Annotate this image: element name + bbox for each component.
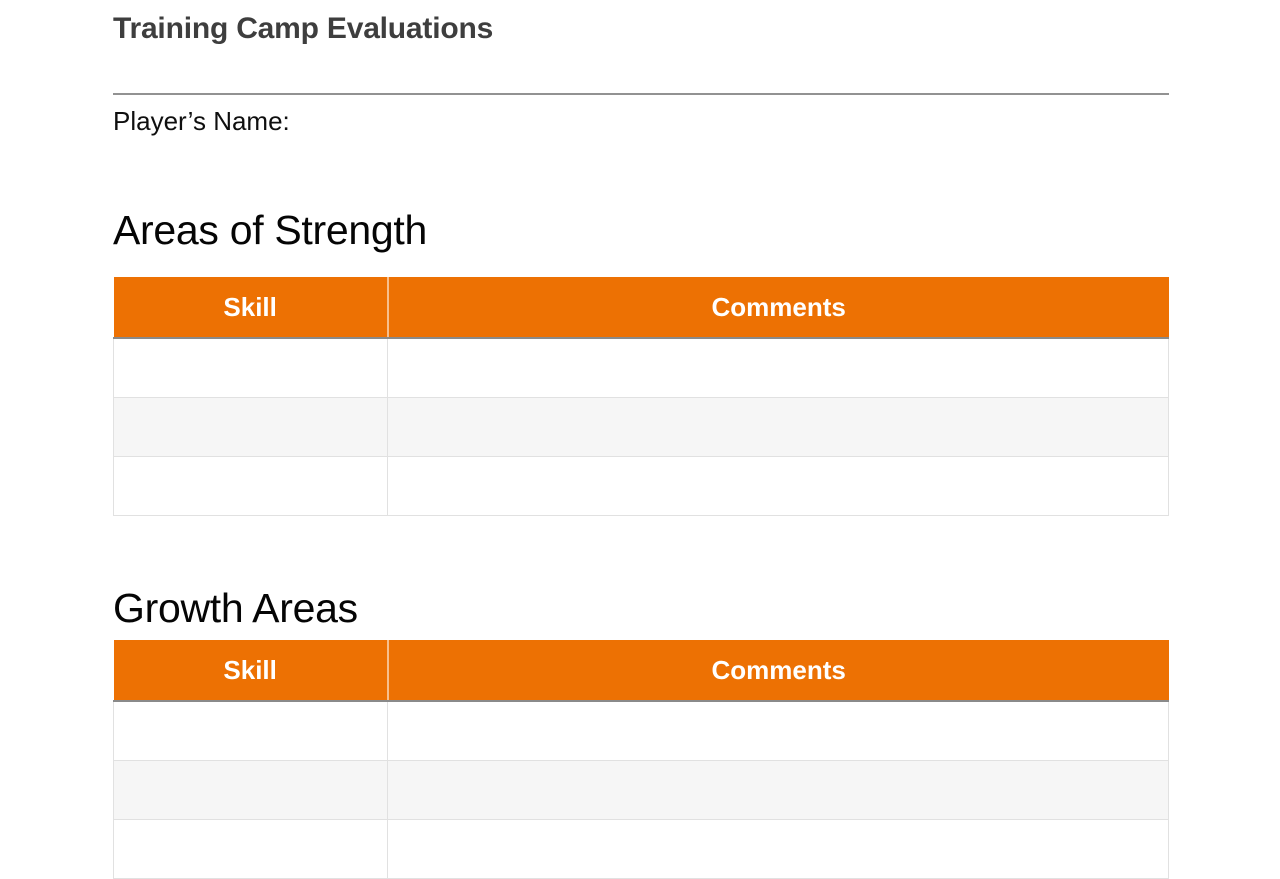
comments-cell[interactable] xyxy=(387,397,1169,457)
table-row xyxy=(112,700,1169,761)
table-header-row: Skill Comments xyxy=(113,640,1169,702)
table-row xyxy=(112,819,1169,879)
column-header-comments: Comments xyxy=(386,640,1169,702)
skill-cell[interactable] xyxy=(112,397,389,457)
section-heading-growth: Growth Areas xyxy=(113,585,358,631)
comments-cell[interactable] xyxy=(387,760,1169,820)
player-name-label: Player’s Name: xyxy=(113,106,290,136)
comments-cell[interactable] xyxy=(387,456,1169,516)
table-row xyxy=(112,760,1169,820)
skill-cell[interactable] xyxy=(112,760,389,820)
section-heading-strength: Areas of Strength xyxy=(113,207,427,253)
skill-cell[interactable] xyxy=(112,337,389,398)
growth-table: Skill Comments xyxy=(112,640,1169,879)
section-areas-of-strength: Areas of Strength Skill Comments xyxy=(112,205,1169,516)
table-row xyxy=(112,337,1169,398)
section-growth-areas: Growth Areas Skill Comments xyxy=(112,583,1169,879)
document-page: Training Camp Evaluations Player’s Name:… xyxy=(112,0,1169,879)
table-row xyxy=(112,397,1169,457)
table-header-row: Skill Comments xyxy=(113,277,1169,339)
column-header-skill: Skill xyxy=(113,640,388,702)
column-header-comments: Comments xyxy=(386,277,1169,339)
skill-cell[interactable] xyxy=(112,456,389,516)
table-row xyxy=(112,456,1169,516)
skill-cell[interactable] xyxy=(112,819,389,879)
comments-cell[interactable] xyxy=(387,337,1169,398)
column-header-skill: Skill xyxy=(113,277,388,339)
title-divider xyxy=(113,93,1169,95)
strength-table: Skill Comments xyxy=(112,277,1169,516)
page-title: Training Camp Evaluations xyxy=(113,12,494,45)
skill-cell[interactable] xyxy=(112,700,389,761)
comments-cell[interactable] xyxy=(387,700,1169,761)
comments-cell[interactable] xyxy=(387,819,1169,879)
